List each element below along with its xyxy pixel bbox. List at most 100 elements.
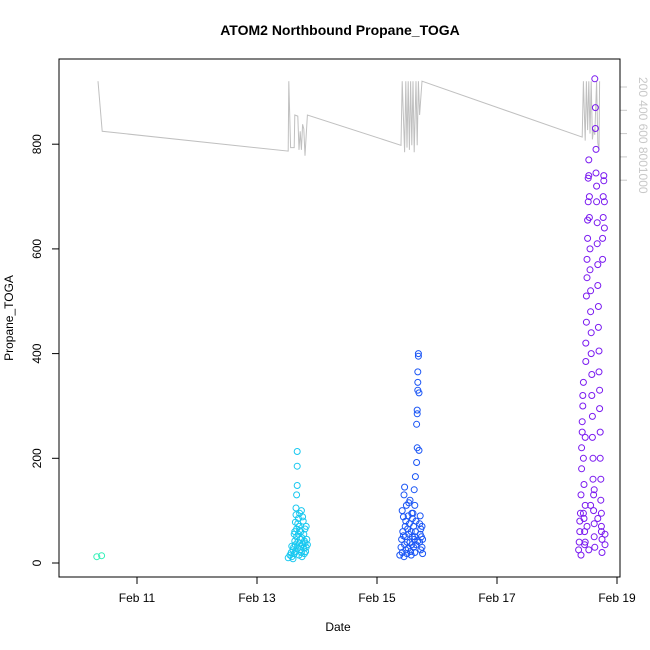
y-tick-label: 400	[30, 343, 44, 363]
data-point	[583, 255, 591, 263]
series-group	[284, 448, 311, 563]
flight-track-layer	[97, 80, 601, 156]
series-group	[396, 350, 427, 561]
secondary-tick-label: 800	[636, 147, 650, 167]
y-axis-label: Propane_TOGA	[2, 275, 16, 361]
data-point	[590, 507, 598, 515]
data-point	[590, 533, 598, 541]
data-point	[290, 530, 298, 538]
data-point	[302, 522, 310, 530]
data-point	[293, 491, 301, 499]
data-point	[589, 475, 597, 483]
secondary-tick-label: 1000	[636, 167, 650, 194]
data-point	[594, 303, 602, 310]
data-point	[299, 513, 307, 521]
data-point	[583, 274, 591, 282]
data-point	[579, 402, 587, 410]
data-point	[584, 234, 592, 242]
data-point	[581, 433, 589, 441]
data-point	[590, 486, 598, 494]
data-point	[591, 543, 599, 551]
data-point	[576, 509, 584, 517]
data-point	[292, 504, 300, 512]
data-point	[410, 486, 418, 494]
axes-layer: Feb 11 Feb 13 Feb 15 Feb 17 Feb 19 0 200 400 600…	[30, 77, 650, 605]
data-point	[289, 555, 297, 563]
data-point	[582, 358, 590, 365]
data-point	[401, 483, 409, 491]
data-point	[292, 511, 300, 519]
data-point	[300, 530, 308, 538]
data-point	[599, 214, 607, 221]
data-point	[414, 378, 422, 386]
data-point	[581, 541, 589, 549]
data-point	[419, 535, 427, 543]
data-point	[597, 509, 605, 517]
data-point	[597, 496, 605, 504]
x-tick-label: Feb 15	[358, 591, 396, 605]
data-point	[601, 541, 609, 549]
data-point	[293, 462, 301, 470]
data-point	[595, 347, 603, 355]
data-point	[415, 389, 423, 397]
data-point	[590, 491, 598, 499]
data-point	[587, 350, 595, 358]
data-point	[585, 193, 593, 201]
data-point	[578, 418, 586, 426]
data-point	[594, 261, 602, 269]
data-point	[578, 444, 586, 452]
data-point	[596, 405, 604, 413]
data-point	[400, 491, 408, 499]
data-point	[93, 553, 101, 561]
data-point	[600, 198, 608, 206]
data-point	[595, 368, 603, 376]
data-point	[593, 198, 601, 206]
data-point	[300, 550, 308, 558]
data-point	[408, 509, 416, 517]
data-point	[586, 266, 594, 274]
data-point	[587, 501, 595, 509]
data-point	[586, 245, 594, 253]
x-axis-label: Date	[325, 620, 351, 634]
data-point	[587, 287, 595, 295]
x-tick-label: Feb 19	[598, 591, 636, 605]
data-point	[414, 350, 422, 358]
data-point	[585, 156, 593, 164]
data-point	[303, 541, 311, 549]
data-point	[579, 454, 587, 462]
data-point	[411, 473, 419, 481]
data-point	[587, 308, 595, 316]
data-point	[593, 182, 601, 190]
data-point	[585, 214, 593, 221]
data-point	[579, 509, 587, 517]
data-point	[585, 546, 593, 554]
data-point	[599, 234, 607, 242]
data-point	[594, 515, 602, 522]
data-point	[597, 522, 605, 530]
data-point	[582, 318, 590, 326]
data-point	[293, 482, 301, 489]
data-point	[413, 406, 421, 414]
x-tick-label: Feb 17	[478, 591, 516, 605]
data-point	[598, 549, 606, 556]
data-point	[578, 428, 586, 436]
data-point	[588, 392, 596, 399]
data-point	[399, 532, 407, 540]
data-point	[413, 459, 421, 466]
data-point	[590, 520, 598, 528]
data-point	[415, 446, 423, 454]
data-point	[600, 224, 608, 232]
y-tick-label: 200	[30, 448, 44, 468]
data-point	[576, 517, 584, 525]
data-point	[414, 368, 422, 376]
data-point	[591, 75, 599, 83]
data-point	[588, 371, 596, 378]
plot-frame	[58, 58, 621, 578]
data-point	[417, 525, 425, 533]
data-point	[581, 501, 589, 509]
data-point	[402, 517, 410, 525]
data-point	[413, 420, 421, 428]
data-point	[288, 542, 296, 550]
x-tick-label: Feb 13	[238, 591, 276, 605]
